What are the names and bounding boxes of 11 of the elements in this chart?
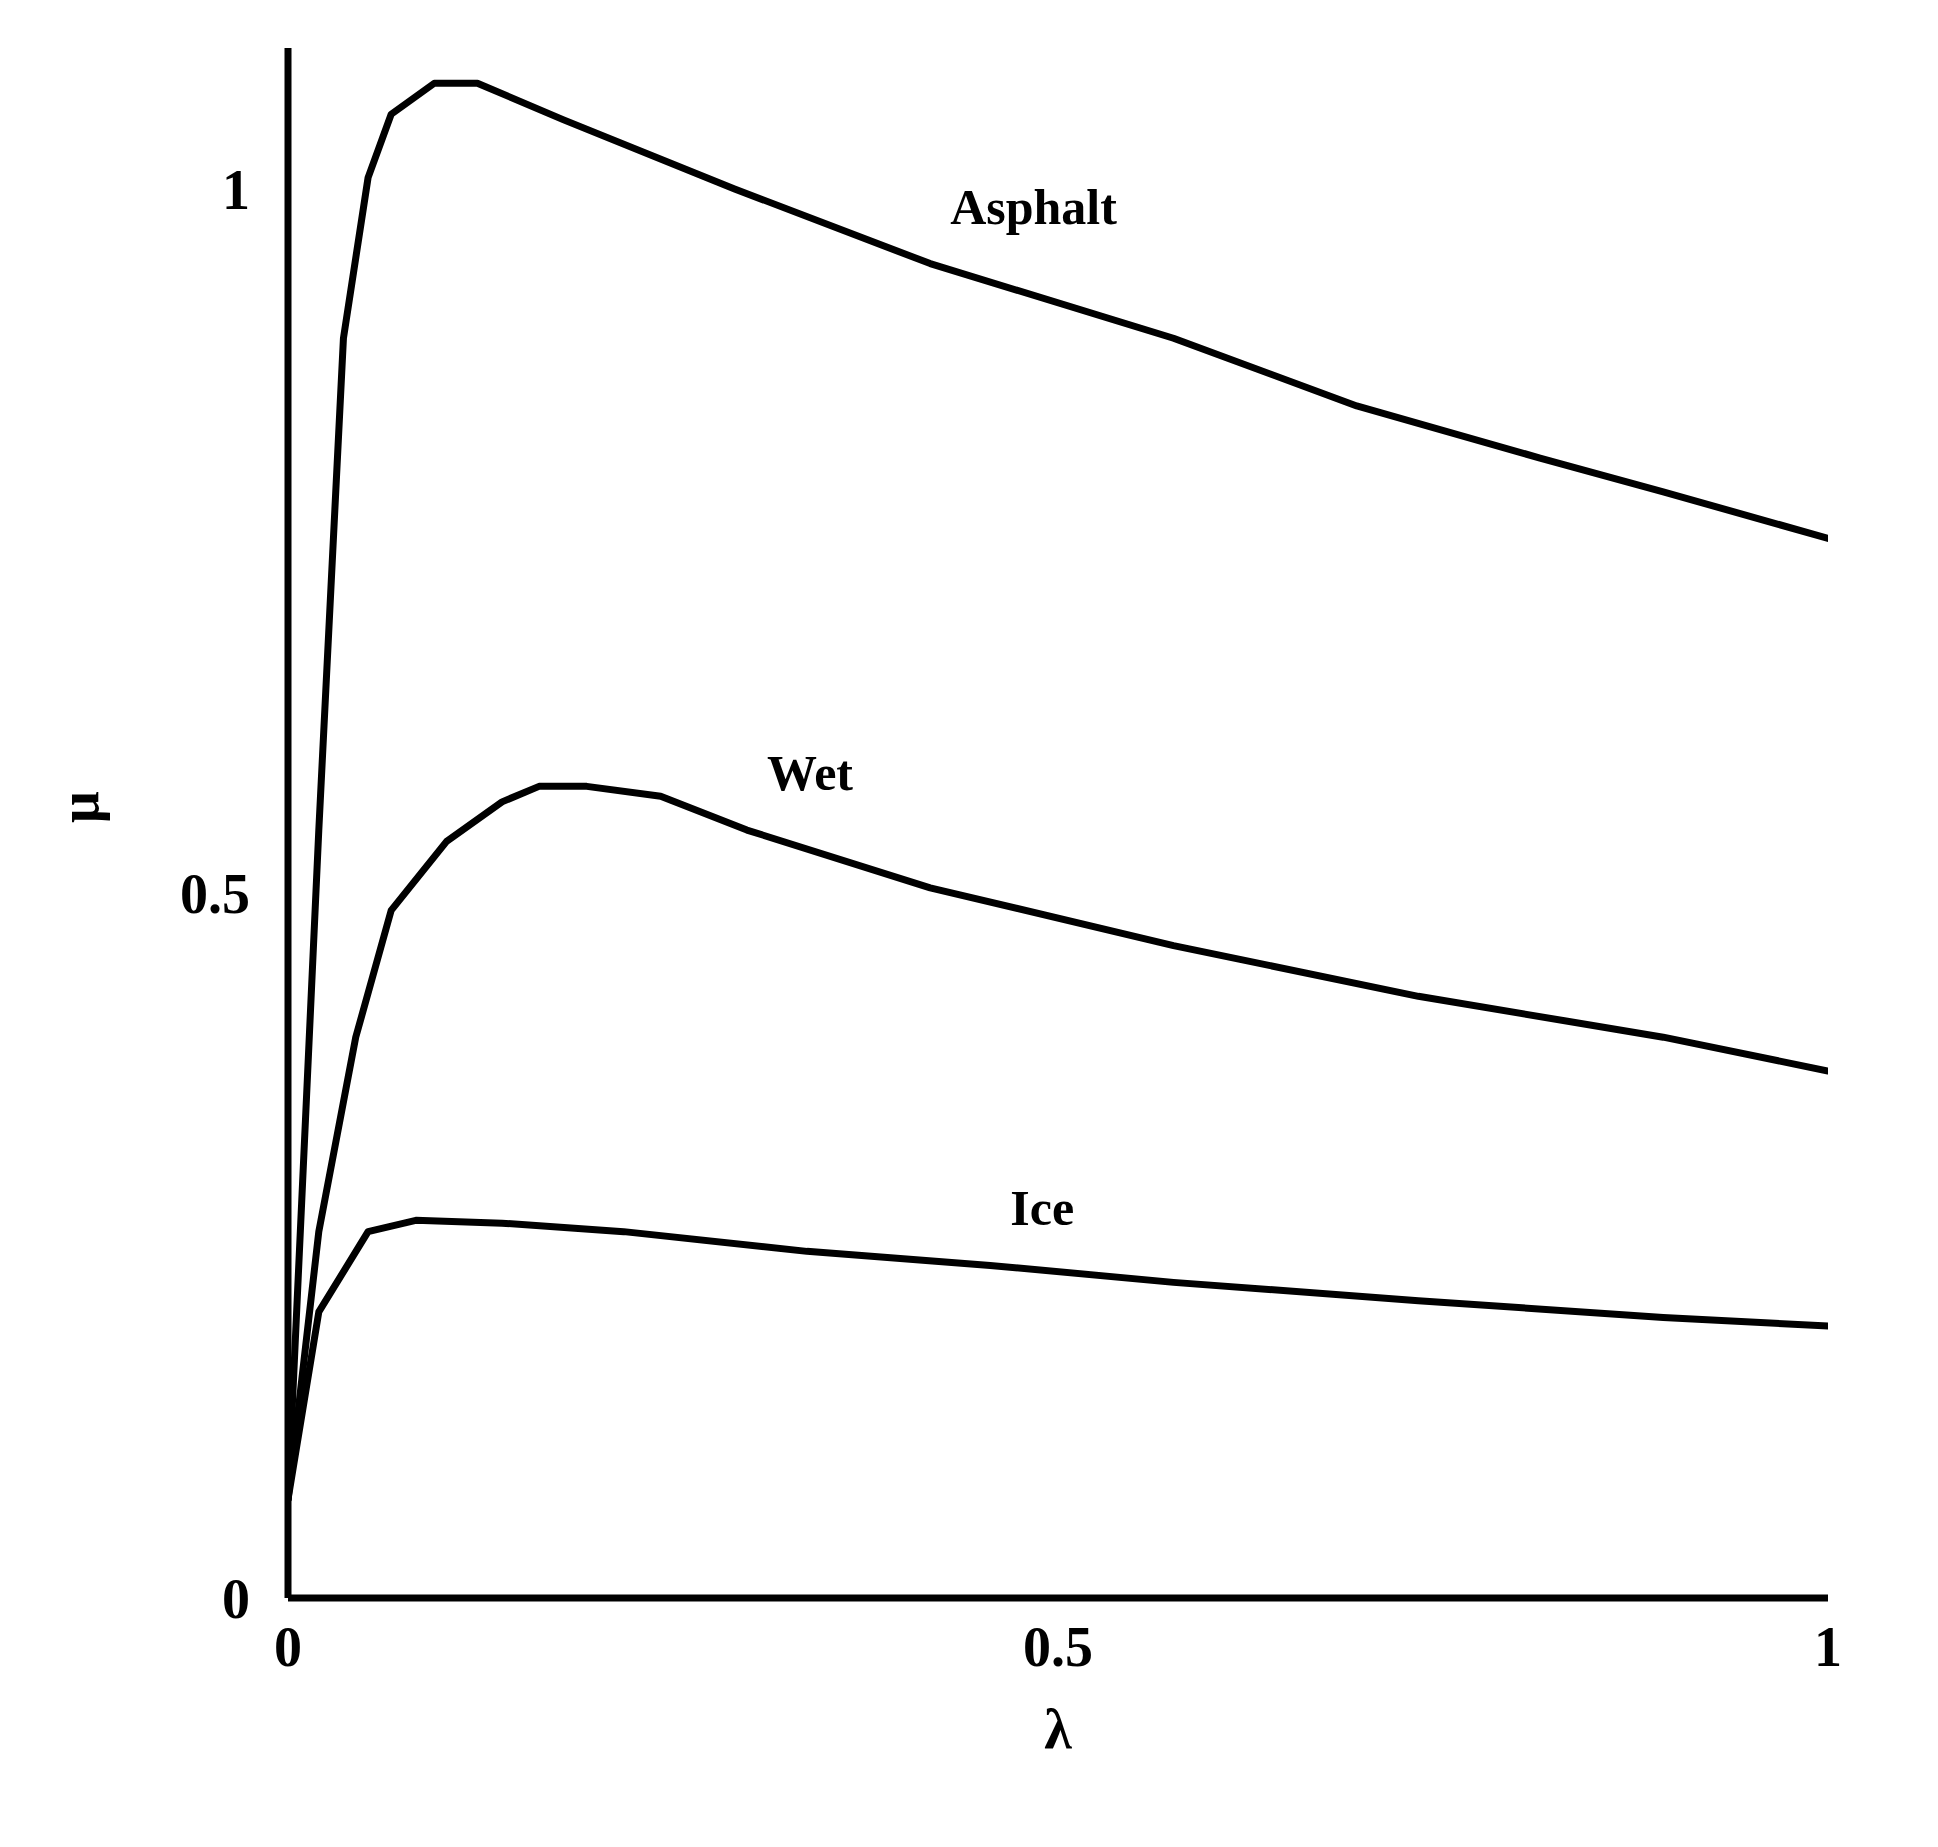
x-axis-title: λ xyxy=(1044,1698,1073,1760)
x-tick-label: 0.5 xyxy=(1023,1615,1093,1678)
series-label: Asphalt xyxy=(950,178,1118,235)
x-tick-label: 1 xyxy=(1814,1615,1842,1678)
y-tick-label: 0.5 xyxy=(180,863,250,926)
y-axis-title: μ xyxy=(47,791,110,823)
y-tick-label: 1 xyxy=(222,158,250,221)
x-tick-label: 0 xyxy=(274,1615,302,1678)
series-label: Wet xyxy=(766,745,854,802)
series-label: Ice xyxy=(1010,1180,1075,1237)
y-tick-label: 0 xyxy=(222,1567,250,1630)
